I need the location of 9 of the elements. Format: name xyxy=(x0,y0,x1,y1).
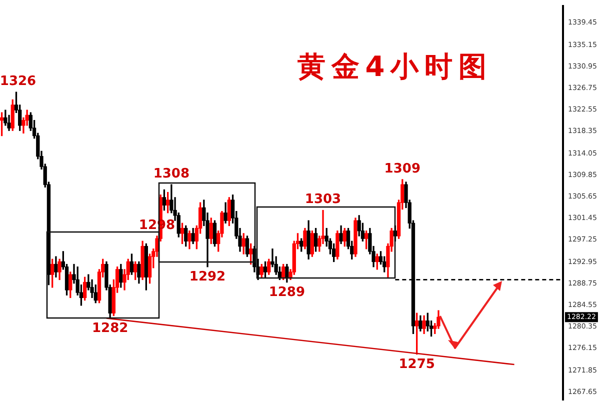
text: 1326 xyxy=(0,74,36,89)
text: 1289 xyxy=(268,285,306,300)
text: 1309 xyxy=(384,161,420,176)
text: 1308 xyxy=(153,166,190,182)
text: 1303 xyxy=(304,192,342,208)
text: 1275 xyxy=(398,357,435,372)
text: 1292 xyxy=(189,270,226,285)
text: 黄金4小时图 xyxy=(296,49,494,85)
text: 1282 xyxy=(92,321,128,336)
